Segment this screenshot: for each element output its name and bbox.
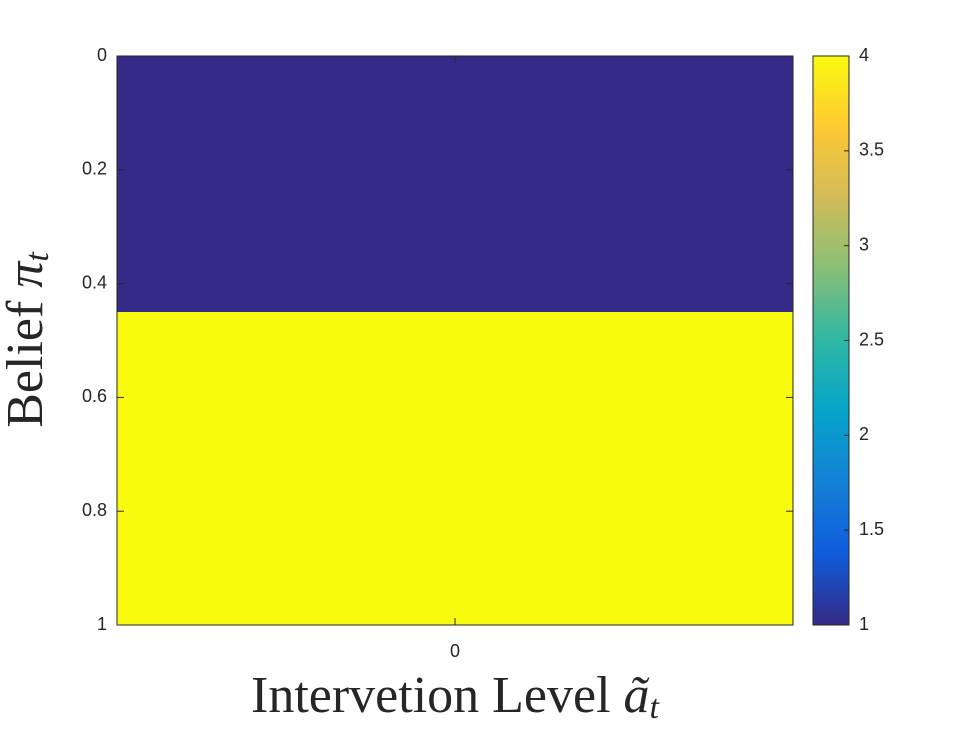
heat-cell	[117, 56, 793, 313]
y-tick-label: 0.6	[82, 386, 107, 406]
colorbar	[812, 55, 850, 626]
y-tick-label: 0.4	[82, 272, 107, 292]
y-tick-label: 0.2	[82, 159, 107, 179]
y-label-subscript: t	[19, 251, 56, 262]
colorbar-tick-label: 3	[859, 234, 869, 254]
y-tick-label: 1	[97, 614, 107, 634]
colorbar-tick-label: 1	[859, 614, 869, 634]
colorbar-tick-label: 3.5	[859, 140, 884, 160]
y-label-symbol: π	[0, 260, 54, 288]
x-label-subscript: t	[650, 689, 661, 726]
y-tick-label: 0	[97, 45, 107, 65]
colorbar-tick-label: 1.5	[859, 519, 884, 539]
colorbar-tick-label: 4	[859, 45, 869, 65]
x-label-text: Intervetion Level	[251, 667, 624, 724]
colorbar-tick-label: 2.5	[859, 329, 884, 349]
x-axis-label: Intervetion Level ãt	[251, 667, 661, 726]
heat-cell	[117, 312, 793, 625]
y-label-text: Belief	[0, 288, 54, 428]
colorbar-tick-label: 2	[859, 424, 869, 444]
x-label-symbol: ã	[624, 667, 650, 724]
y-tick-label: 0.8	[82, 500, 107, 520]
x-tick-label: 0	[450, 641, 460, 661]
y-axis-label: Belief πt	[0, 251, 56, 428]
